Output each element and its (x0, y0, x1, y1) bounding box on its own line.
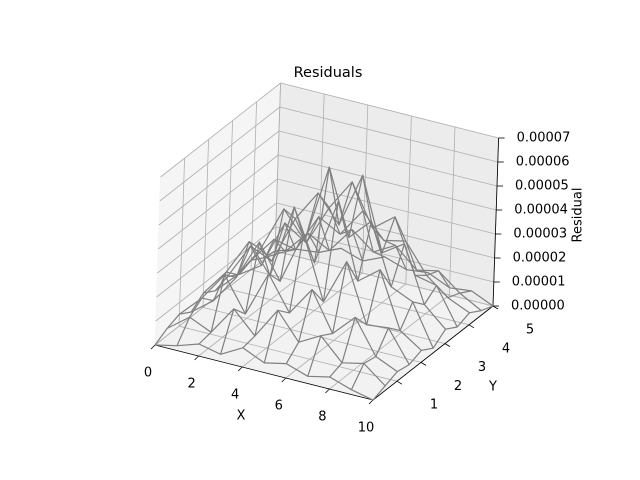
axis-line (492, 137, 499, 307)
x-tick-label: 4 (231, 388, 239, 403)
x-grid-line (318, 93, 325, 263)
x-tick (194, 355, 199, 361)
z-tick-label: 0.00000 (511, 299, 565, 314)
wire-line (154, 250, 276, 346)
wire-line (263, 166, 385, 364)
y-tick-label: 5 (526, 323, 534, 338)
z-grid-line (277, 178, 496, 235)
z-tick-label: 0.00005 (515, 179, 569, 194)
x-tick-label: 6 (275, 399, 283, 414)
wire-line (372, 305, 494, 401)
y-tick (444, 343, 451, 347)
x-tick (281, 377, 287, 383)
y-tick-label: 2 (454, 379, 462, 394)
x-tick-label: 2 (187, 377, 195, 392)
x-tick (237, 366, 243, 372)
axis-line (154, 344, 374, 401)
z-grid-line (157, 178, 278, 274)
z-grid-line (155, 226, 277, 322)
x-grid-line (405, 115, 412, 285)
y-grid-line (250, 101, 257, 270)
y-tick-label: 3 (478, 360, 486, 375)
wire-line (329, 243, 451, 378)
z-axis-label: Residual (571, 188, 586, 243)
x-grid-line (449, 126, 456, 296)
y-tick (468, 324, 475, 329)
z-tick-label: 0.00001 (512, 275, 566, 290)
y-tick (420, 362, 427, 366)
x-tick-label: 8 (318, 410, 326, 425)
y-grid-line (226, 120, 233, 289)
z-grid-line (278, 130, 498, 187)
z-grid-line (279, 106, 498, 163)
z-grid-line (156, 202, 277, 298)
y-tick-label: 4 (502, 341, 510, 356)
z-grid-line (160, 82, 281, 178)
x-tick (368, 399, 374, 405)
wire-line (242, 192, 364, 349)
x-tick-label: 10 (358, 421, 375, 436)
wire-line (198, 222, 320, 345)
z-tick-label: 0.00003 (513, 227, 567, 242)
z-grid-line (280, 82, 499, 139)
x-tick (150, 344, 156, 350)
z-grid-line (159, 106, 281, 202)
y-axis-label: Y (488, 380, 497, 395)
x-grid-line (198, 261, 319, 357)
z-tick-label: 0.00006 (516, 155, 570, 170)
y-grid-line (202, 139, 209, 308)
z-tick-label: 0.00002 (513, 251, 567, 266)
y-grid-line (250, 269, 470, 326)
z-tick-label: 0.00004 (514, 203, 568, 218)
y-tick-label: 1 (430, 398, 438, 413)
wire-line (285, 174, 407, 364)
chart-title: Residuals (294, 65, 363, 81)
axis-line (372, 305, 494, 401)
y-tick (492, 305, 499, 310)
y-tick (396, 380, 403, 385)
x-grid-line (285, 283, 407, 379)
wire-line (220, 208, 342, 355)
z-grid-line (278, 154, 497, 211)
z-grid-line (158, 130, 280, 226)
wire-line (307, 216, 429, 377)
z-tick-label: 0.00007 (517, 131, 571, 146)
y-grid-line (178, 325, 398, 382)
x-axis-label: X (237, 409, 246, 424)
wire-line (350, 284, 472, 390)
z-grid-line (157, 154, 279, 250)
x-tick-label: 0 (144, 366, 152, 381)
x-tick (325, 388, 330, 394)
y-grid-line (178, 158, 185, 327)
x-grid-line (241, 272, 363, 368)
